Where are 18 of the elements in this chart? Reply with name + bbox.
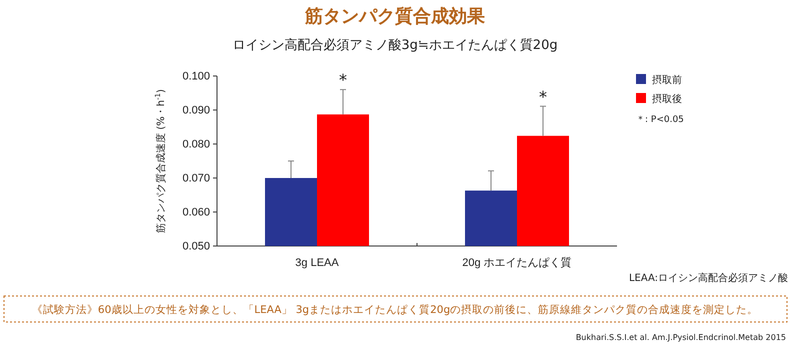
text: 《試験方法》60歳以上の女性を対象とし、「LEAA」 3gまたはホエイたんぱく質20gの摂取の前後に、筋原線維タンパク質の合成速度を測定した。	[32, 303, 758, 316]
y-tick-label: 0.070	[182, 172, 210, 185]
text: ＊: P<0.05	[636, 115, 684, 125]
chart-subtitle: ロイシン高配合必須アミノ酸3g≒ホエイたんぱく質20g	[232, 37, 558, 53]
x-tick-label: 20g ホエイたんぱく質	[462, 256, 572, 269]
annotation: *	[539, 87, 547, 106]
chart-title: 筋タンパク質合成効果	[304, 6, 486, 27]
y-tick-label: 0.090	[182, 104, 210, 117]
y-tick-label: 0.100	[182, 70, 210, 83]
y-tick-label: 0.080	[182, 138, 210, 151]
legend-label: 摂取前	[652, 74, 682, 86]
legend-label: 摂取後	[652, 93, 682, 105]
annotation: *	[339, 70, 347, 90]
text: Bukhari.S.S.I.et al. Am.J.Pysiol.Endcrinol.Metab 2015	[576, 333, 786, 342]
y-tick-label: 0.050	[182, 240, 210, 253]
text: LEAA:ロイシン高配合必須アミノ酸	[628, 272, 788, 284]
y-tick-label: 0.060	[182, 206, 210, 219]
x-tick-label: 3g LEAA	[295, 256, 340, 269]
